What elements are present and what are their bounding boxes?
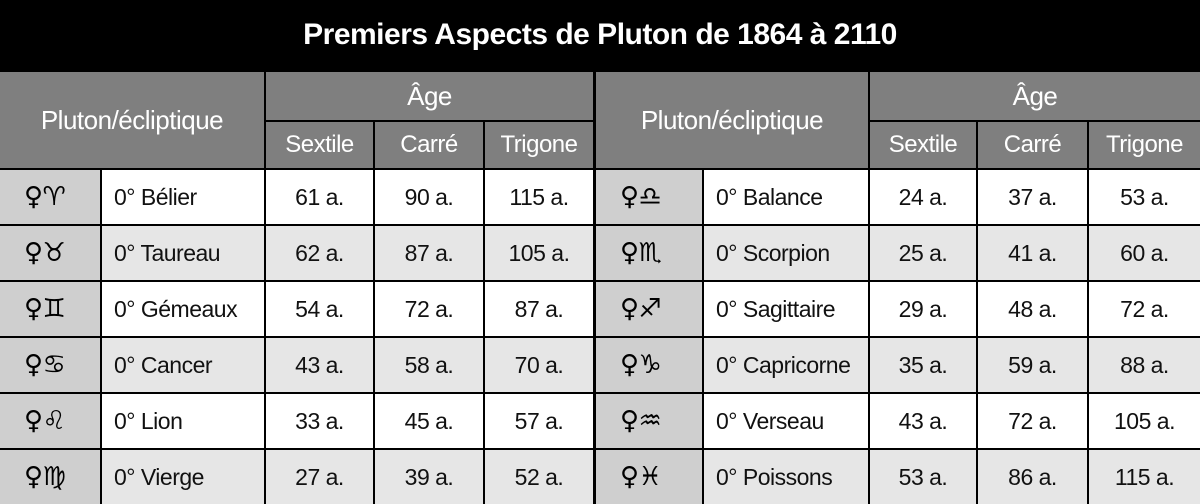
sextile-age-cell: 33 a. bbox=[266, 394, 373, 448]
header-trigone-right: Trigone bbox=[1089, 122, 1200, 168]
carre-age-cell: 72 a. bbox=[978, 394, 1087, 448]
carre-age-cell: 72 a. bbox=[375, 282, 483, 336]
trigone-age-cell: 88 a. bbox=[1089, 338, 1200, 392]
trigone-age-cell: 105 a. bbox=[485, 226, 593, 280]
sextile-age-cell: 53 a. bbox=[870, 450, 976, 504]
sign-name-cell: 0° Balance bbox=[704, 170, 868, 224]
sign-name-cell: 0° Vierge bbox=[102, 450, 264, 504]
pluto-sign-icon: ♀♉ bbox=[0, 226, 100, 280]
carre-age-cell: 58 a. bbox=[375, 338, 483, 392]
aspects-table: Pluton/écliptique Âge Sextile Carré Trig… bbox=[0, 72, 1200, 504]
header-ecliptic-right: Pluton/écliptique bbox=[596, 72, 868, 168]
sign-name-cell: 0° Poissons bbox=[704, 450, 868, 504]
pluto-sign-icon: ♀♎ bbox=[596, 170, 702, 224]
sign-name-cell: 0° Taureau bbox=[102, 226, 264, 280]
pluto-sign-icon: ♀♌ bbox=[0, 394, 100, 448]
trigone-age-cell: 72 a. bbox=[1089, 282, 1200, 336]
trigone-age-cell: 115 a. bbox=[485, 170, 593, 224]
sextile-age-cell: 54 a. bbox=[266, 282, 373, 336]
pluto-sign-icon: ♀♐ bbox=[596, 282, 702, 336]
pluto-sign-icon: ♀♓ bbox=[596, 450, 702, 504]
trigone-age-cell: 87 a. bbox=[485, 282, 593, 336]
pluto-sign-icon: ♀♊ bbox=[0, 282, 100, 336]
trigone-age-cell: 60 a. bbox=[1089, 226, 1200, 280]
sextile-age-cell: 43 a. bbox=[266, 338, 373, 392]
carre-age-cell: 86 a. bbox=[978, 450, 1087, 504]
sextile-age-cell: 62 a. bbox=[266, 226, 373, 280]
sign-name-cell: 0° Lion bbox=[102, 394, 264, 448]
carre-age-cell: 87 a. bbox=[375, 226, 483, 280]
sign-name-cell: 0° Gémeaux bbox=[102, 282, 264, 336]
header-age-left: Âge bbox=[266, 72, 593, 120]
sextile-age-cell: 29 a. bbox=[870, 282, 976, 336]
pluto-sign-icon: ♀♏ bbox=[596, 226, 702, 280]
header-ecliptic-left: Pluton/écliptique bbox=[0, 72, 264, 168]
sextile-age-cell: 27 a. bbox=[266, 450, 373, 504]
pluto-sign-icon: ♀♈ bbox=[0, 170, 100, 224]
sextile-age-cell: 61 a. bbox=[266, 170, 373, 224]
sign-name-cell: 0° Capricorne bbox=[704, 338, 868, 392]
header-sextile-right: Sextile bbox=[870, 122, 976, 168]
header-sextile-left: Sextile bbox=[266, 122, 373, 168]
carre-age-cell: 48 a. bbox=[978, 282, 1087, 336]
header-age-right: Âge bbox=[870, 72, 1200, 120]
carre-age-cell: 39 a. bbox=[375, 450, 483, 504]
sextile-age-cell: 24 a. bbox=[870, 170, 976, 224]
pluto-sign-icon: ♀♋ bbox=[0, 338, 100, 392]
sign-name-cell: 0° Sagittaire bbox=[704, 282, 868, 336]
carre-age-cell: 59 a. bbox=[978, 338, 1087, 392]
sextile-age-cell: 35 a. bbox=[870, 338, 976, 392]
sign-name-cell: 0° Cancer bbox=[102, 338, 264, 392]
trigone-age-cell: 105 a. bbox=[1089, 394, 1200, 448]
sextile-age-cell: 25 a. bbox=[870, 226, 976, 280]
header-trigone-left: Trigone bbox=[485, 122, 593, 168]
page-title: Premiers Aspects de Pluton de 1864 à 211… bbox=[303, 18, 897, 51]
pluto-sign-icon: ♀♒ bbox=[596, 394, 702, 448]
sign-name-cell: 0° Verseau bbox=[704, 394, 868, 448]
sextile-age-cell: 43 a. bbox=[870, 394, 976, 448]
trigone-age-cell: 53 a. bbox=[1089, 170, 1200, 224]
pluto-sign-icon: ♀♍ bbox=[0, 450, 100, 504]
sign-name-cell: 0° Scorpion bbox=[704, 226, 868, 280]
carre-age-cell: 90 a. bbox=[375, 170, 483, 224]
trigone-age-cell: 115 a. bbox=[1089, 450, 1200, 504]
header-carre-left: Carré bbox=[375, 122, 483, 168]
trigone-age-cell: 57 a. bbox=[485, 394, 593, 448]
carre-age-cell: 45 a. bbox=[375, 394, 483, 448]
header-carre-right: Carré bbox=[978, 122, 1087, 168]
sign-name-cell: 0° Bélier bbox=[102, 170, 264, 224]
carre-age-cell: 41 a. bbox=[978, 226, 1087, 280]
trigone-age-cell: 70 a. bbox=[485, 338, 593, 392]
pluto-sign-icon: ♀♑ bbox=[596, 338, 702, 392]
trigone-age-cell: 52 a. bbox=[485, 450, 593, 504]
carre-age-cell: 37 a. bbox=[978, 170, 1087, 224]
